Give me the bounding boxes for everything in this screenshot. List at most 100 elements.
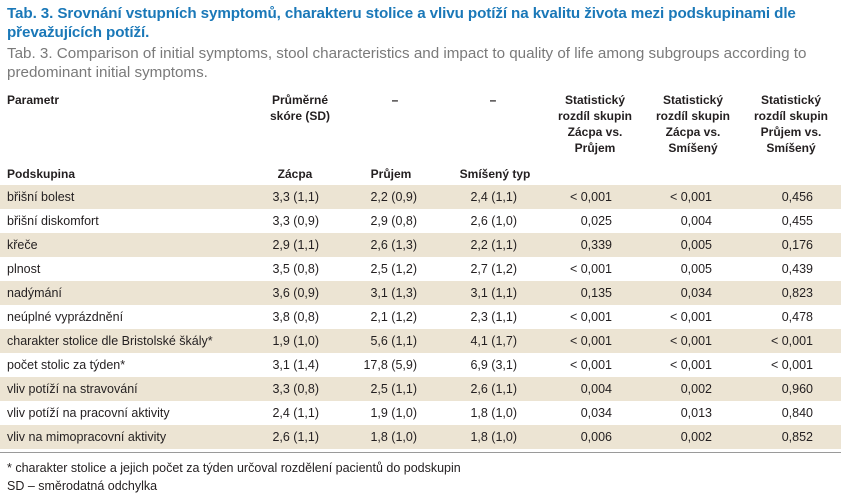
cell-p-zacpa-smiseny: 0,004 bbox=[680, 214, 712, 228]
cell-parametr: počet stolic za týden* bbox=[7, 358, 126, 372]
cell-p-zacpa-smiseny: 0,005 bbox=[680, 262, 712, 276]
table-row: vliv na mimopracovní aktivity 2,6 (1,1) 1,… bbox=[0, 425, 841, 449]
cell-prujem: 1,8 (1,0) bbox=[370, 430, 417, 444]
cell-p-zacpa-smiseny: 0,005 bbox=[680, 238, 712, 252]
header-stat2-line4: Smíšený bbox=[668, 141, 718, 155]
header-score-line2: skóre (SD) bbox=[269, 109, 331, 123]
cell-p-zacpa-prujem: < 0,001 bbox=[569, 310, 612, 324]
header-stat-prujem-smiseny: Statistický rozdíl skupin Průjem vs. Smí… bbox=[741, 92, 841, 156]
header-parametr: Parametr bbox=[7, 93, 60, 107]
cell-zacpa: 1,9 (1,0) bbox=[272, 334, 319, 348]
header-stat3-line1: Statistický bbox=[760, 93, 822, 107]
cell-prujem: 2,2 (0,9) bbox=[370, 190, 417, 204]
cell-zacpa: 3,3 (1,1) bbox=[272, 190, 319, 204]
table-subtitle: Tab. 3. Comparison of initial symptoms, … bbox=[7, 45, 807, 81]
cell-smiseny: 6,9 (3,1) bbox=[470, 358, 517, 372]
cell-zacpa: 3,3 (0,9) bbox=[272, 214, 319, 228]
header-stat1-line4: Průjem bbox=[574, 141, 616, 155]
cell-p-zacpa-prujem: < 0,001 bbox=[569, 262, 612, 276]
cell-p-zacpa-prujem: 0,034 bbox=[580, 406, 612, 420]
cell-parametr: neúplné vyprázdnění bbox=[7, 310, 124, 324]
header-stat1-line3: Zácpa vs. bbox=[567, 125, 623, 139]
cell-p-prujem-smiseny: < 0,001 bbox=[770, 358, 813, 372]
cell-p-prujem-smiseny: 0,456 bbox=[781, 190, 813, 204]
cell-smiseny: 2,4 (1,1) bbox=[470, 190, 517, 204]
header-smiseny: Smíšený typ bbox=[459, 167, 531, 181]
cell-smiseny: 2,3 (1,1) bbox=[470, 310, 517, 324]
cell-p-zacpa-prujem: 0,025 bbox=[580, 214, 612, 228]
cell-smiseny: 1,8 (1,0) bbox=[470, 430, 517, 444]
footnote-sd: SD – směrodatná odchylka bbox=[7, 479, 158, 493]
cell-parametr: vliv potíží na pracovní aktivity bbox=[7, 406, 170, 420]
cell-smiseny: 2,7 (1,2) bbox=[470, 262, 517, 276]
cell-p-prujem-smiseny: 0,960 bbox=[781, 382, 813, 396]
cell-zacpa: 3,3 (0,8) bbox=[272, 382, 319, 396]
cell-zacpa: 2,6 (1,1) bbox=[272, 430, 319, 444]
cell-p-zacpa-prujem: 0,135 bbox=[580, 286, 612, 300]
cell-p-prujem-smiseny: < 0,001 bbox=[770, 334, 813, 348]
table-row: nadýmání 3,6 (0,9) 3,1 (1,3) 3,1 (1,1) 0,135… bbox=[0, 281, 841, 305]
cell-prujem: 17,8 (5,9) bbox=[363, 358, 417, 372]
cell-p-prujem-smiseny: 0,439 bbox=[781, 262, 813, 276]
cell-p-prujem-smiseny: 0,176 bbox=[781, 238, 813, 252]
cell-p-prujem-smiseny: 0,478 bbox=[781, 310, 813, 324]
cell-smiseny: 4,1 (1,7) bbox=[470, 334, 517, 348]
cell-prujem: 5,6 (1,1) bbox=[370, 334, 417, 348]
cell-p-zacpa-smiseny: 0,013 bbox=[680, 406, 712, 420]
table-row: počet stolic za týden* 3,1 (1,4) 17,8 (5,9… bbox=[0, 353, 841, 377]
cell-smiseny: 1,8 (1,0) bbox=[470, 406, 517, 420]
cell-p-zacpa-prujem: 0,339 bbox=[580, 238, 612, 252]
table-row: charakter stolice dle Bristolské škály* 1… bbox=[0, 329, 841, 353]
header-podskupina: Podskupina bbox=[7, 167, 76, 181]
cell-p-zacpa-prujem: 0,006 bbox=[580, 430, 612, 444]
cell-p-zacpa-prujem: < 0,001 bbox=[569, 190, 612, 204]
cell-prujem: 2,5 (1,1) bbox=[370, 382, 417, 396]
cell-p-zacpa-prujem: 0,004 bbox=[580, 382, 612, 396]
header-stat1-line1: Statistický bbox=[564, 93, 626, 107]
cell-zacpa: 3,5 (0,8) bbox=[272, 262, 319, 276]
cell-parametr: břišní diskomfort bbox=[7, 214, 99, 228]
header-stat-zacpa-smiseny: Statistický rozdíl skupin Zácpa vs. Smíš… bbox=[643, 92, 743, 156]
header-dash-2: – bbox=[489, 93, 497, 107]
table-row: křeče 2,9 (1,1) 2,6 (1,3) 2,2 (1,1) 0,339 0,0… bbox=[0, 233, 841, 257]
table-row: břišní bolest 3,3 (1,1) 2,2 (0,9) 2,4 (1,1)… bbox=[0, 185, 841, 209]
cell-parametr: plnost bbox=[7, 262, 41, 276]
cell-p-zacpa-smiseny: < 0,001 bbox=[669, 334, 712, 348]
cell-parametr: vliv na mimopracovní aktivity bbox=[7, 430, 167, 444]
footnote-star: * charakter stolice a jejich počet za tý… bbox=[7, 461, 461, 475]
table-row: břišní diskomfort 3,3 (0,9) 2,9 (0,8) 2,6 (… bbox=[0, 209, 841, 233]
table-bottom-rule bbox=[0, 452, 841, 453]
header-dash-1: – bbox=[391, 93, 399, 107]
cell-p-prujem-smiseny: 0,852 bbox=[781, 430, 813, 444]
cell-p-prujem-smiseny: 0,823 bbox=[781, 286, 813, 300]
header-stat2-line1: Statistický bbox=[662, 93, 724, 107]
cell-p-zacpa-smiseny: 0,002 bbox=[680, 382, 712, 396]
cell-zacpa: 2,4 (1,1) bbox=[272, 406, 319, 420]
table-row: plnost 3,5 (0,8) 2,5 (1,2) 2,7 (1,2) < 0,001… bbox=[0, 257, 841, 281]
header-stat2-line2: rozdíl skupin bbox=[655, 109, 730, 123]
header-stat3-line3: Průjem vs. bbox=[760, 125, 822, 139]
cell-zacpa: 3,1 (1,4) bbox=[272, 358, 319, 372]
cell-p-prujem-smiseny: 0,455 bbox=[781, 214, 813, 228]
table-row: neúplné vyprázdnění 3,8 (0,8) 2,1 (1,2) 2,3… bbox=[0, 305, 841, 329]
cell-parametr: nadýmání bbox=[7, 286, 62, 300]
cell-smiseny: 3,1 (1,1) bbox=[470, 286, 517, 300]
header-prujem: Průjem bbox=[370, 167, 412, 181]
cell-prujem: 2,5 (1,2) bbox=[370, 262, 417, 276]
table-row: vliv potíží na pracovní aktivity 2,4 (1,1… bbox=[0, 401, 841, 425]
cell-prujem: 3,1 (1,3) bbox=[370, 286, 417, 300]
cell-p-zacpa-prujem: < 0,001 bbox=[569, 358, 612, 372]
cell-parametr: břišní bolest bbox=[7, 190, 75, 204]
cell-parametr: charakter stolice dle Bristolské škály* bbox=[7, 334, 213, 348]
cell-prujem: 1,9 (1,0) bbox=[370, 406, 417, 420]
cell-smiseny: 2,6 (1,1) bbox=[470, 382, 517, 396]
header-score: Průměrné skóre (SD) bbox=[255, 92, 345, 124]
table-title: Tab. 3. Srovnání vstupních symptomů, cha… bbox=[7, 5, 796, 41]
cell-p-zacpa-smiseny: 0,002 bbox=[680, 430, 712, 444]
cell-p-zacpa-smiseny: < 0,001 bbox=[669, 310, 712, 324]
cell-smiseny: 2,6 (1,0) bbox=[470, 214, 517, 228]
cell-prujem: 2,9 (0,8) bbox=[370, 214, 417, 228]
header-score-line1: Průměrné bbox=[271, 93, 329, 107]
cell-p-zacpa-smiseny: 0,034 bbox=[680, 286, 712, 300]
cell-p-zacpa-smiseny: < 0,001 bbox=[669, 190, 712, 204]
